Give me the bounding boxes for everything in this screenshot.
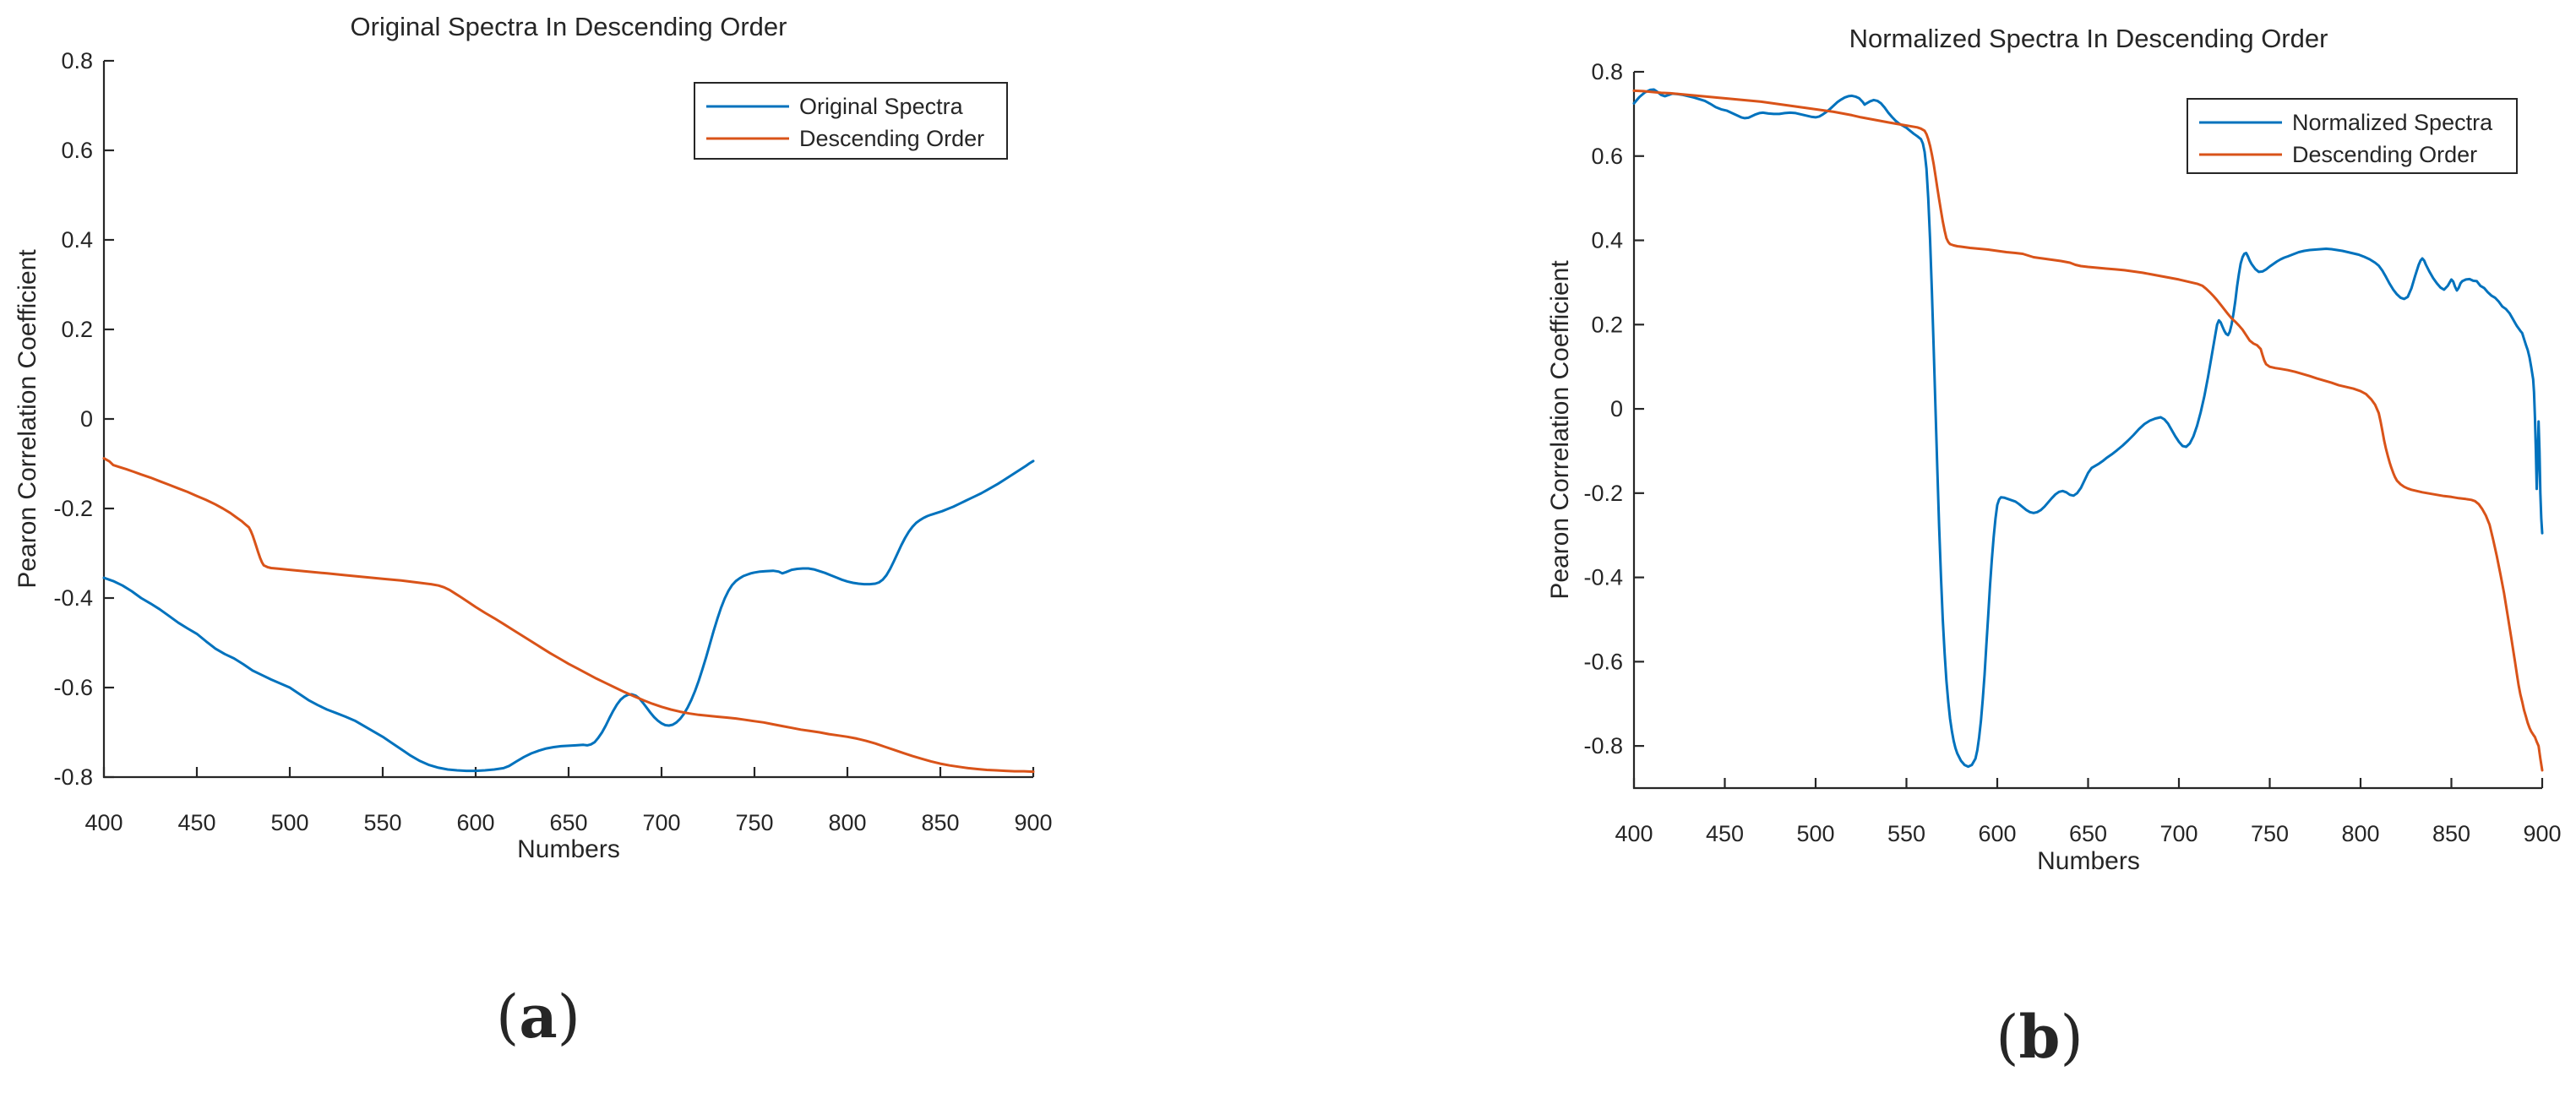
x-tick-label: 550 (363, 810, 401, 835)
x-tick-label: 850 (2432, 821, 2470, 846)
chart-b: 400 450 500 550 600 650 700 750 800 850 900 -0.8 -0.… (1546, 24, 2562, 1072)
series-line-descending-order (1632, 89, 2544, 772)
y-tick-label: 0.6 (1591, 144, 1623, 169)
legend-label: Descending Order (799, 126, 984, 151)
y-tick-label: 0.6 (61, 138, 93, 163)
chart-a: 400 450 500 550 600 650 700 750 800 850 900 -0.8 -0.… (14, 12, 1053, 1052)
x-tick-label: 700 (2159, 821, 2197, 846)
y-axis-label: Pearon Correlation Coefficient (14, 249, 41, 589)
x-tick-label: 600 (1978, 821, 2016, 846)
y-tick-label: 0 (1610, 396, 1623, 421)
axes (1632, 72, 2542, 790)
x-tick-label: 650 (549, 810, 587, 835)
axes (102, 61, 1033, 779)
y-tick-label: -0.2 (53, 496, 93, 521)
x-tick-label: 900 (1014, 810, 1052, 835)
y-tick-label: 0.4 (61, 227, 93, 253)
legend-label: Normalized Spectra (2292, 110, 2493, 135)
x-tick-label: 900 (2523, 821, 2561, 846)
x-tick-label: 800 (2341, 821, 2379, 846)
y-axis-label: Pearon Correlation Coefficient (1546, 260, 1574, 600)
y-tick-label: -0.6 (53, 675, 93, 700)
x-tick-label: 550 (1887, 821, 1925, 846)
y-tick-label: 0.8 (61, 48, 93, 73)
x-tick-label: 500 (270, 810, 308, 835)
x-tick-label: 450 (1706, 821, 1744, 846)
x-axis-label: Numbers (517, 835, 620, 863)
subfigure-caption: (a) (496, 982, 580, 1052)
x-tick-label: 400 (84, 810, 123, 835)
x-tick-label: 750 (2251, 821, 2289, 846)
x-tick-label: 700 (642, 810, 680, 835)
y-tick-label: -0.8 (53, 764, 93, 790)
chart-title: Normalized Spectra In Descending Order (1849, 24, 2328, 53)
legend-label: Original Spectra (799, 94, 964, 119)
x-tick-label: 600 (456, 810, 494, 835)
series-line-original-spectra (102, 459, 1035, 773)
x-tick-label: 400 (1615, 821, 1653, 846)
x-axis-label: Numbers (2037, 847, 2140, 875)
chart-title: Original Spectra In Descending Order (351, 12, 787, 41)
x-tick-label: 450 (177, 810, 215, 835)
y-tick-label: 0.2 (61, 317, 93, 342)
y-tick-label: 0.2 (1591, 312, 1623, 337)
y-tick-label: 0 (80, 406, 93, 432)
x-tick-label: 500 (1796, 821, 1834, 846)
y-tick-label: -0.6 (1583, 649, 1623, 674)
series-line-descending-order (102, 457, 1035, 774)
series-line-normalized-spectra (1632, 88, 2544, 769)
x-tick-label: 800 (828, 810, 866, 835)
y-tick-label: 0.8 (1591, 59, 1623, 84)
x-tick-label: 750 (735, 810, 773, 835)
y-tick-label: -0.4 (1583, 565, 1623, 590)
legend-box (694, 82, 1008, 160)
y-tick-label: -0.8 (1583, 733, 1623, 759)
y-tick-label: -0.2 (1583, 481, 1623, 506)
subfigure-caption: (b) (1996, 1002, 2083, 1072)
legend-box (2187, 98, 2518, 174)
y-tick-label: -0.4 (53, 585, 93, 611)
legend-label: Descending Order (2292, 142, 2477, 167)
x-tick-label: 650 (2069, 821, 2107, 846)
y-tick-label: 0.4 (1591, 228, 1623, 253)
x-tick-label: 850 (921, 810, 959, 835)
